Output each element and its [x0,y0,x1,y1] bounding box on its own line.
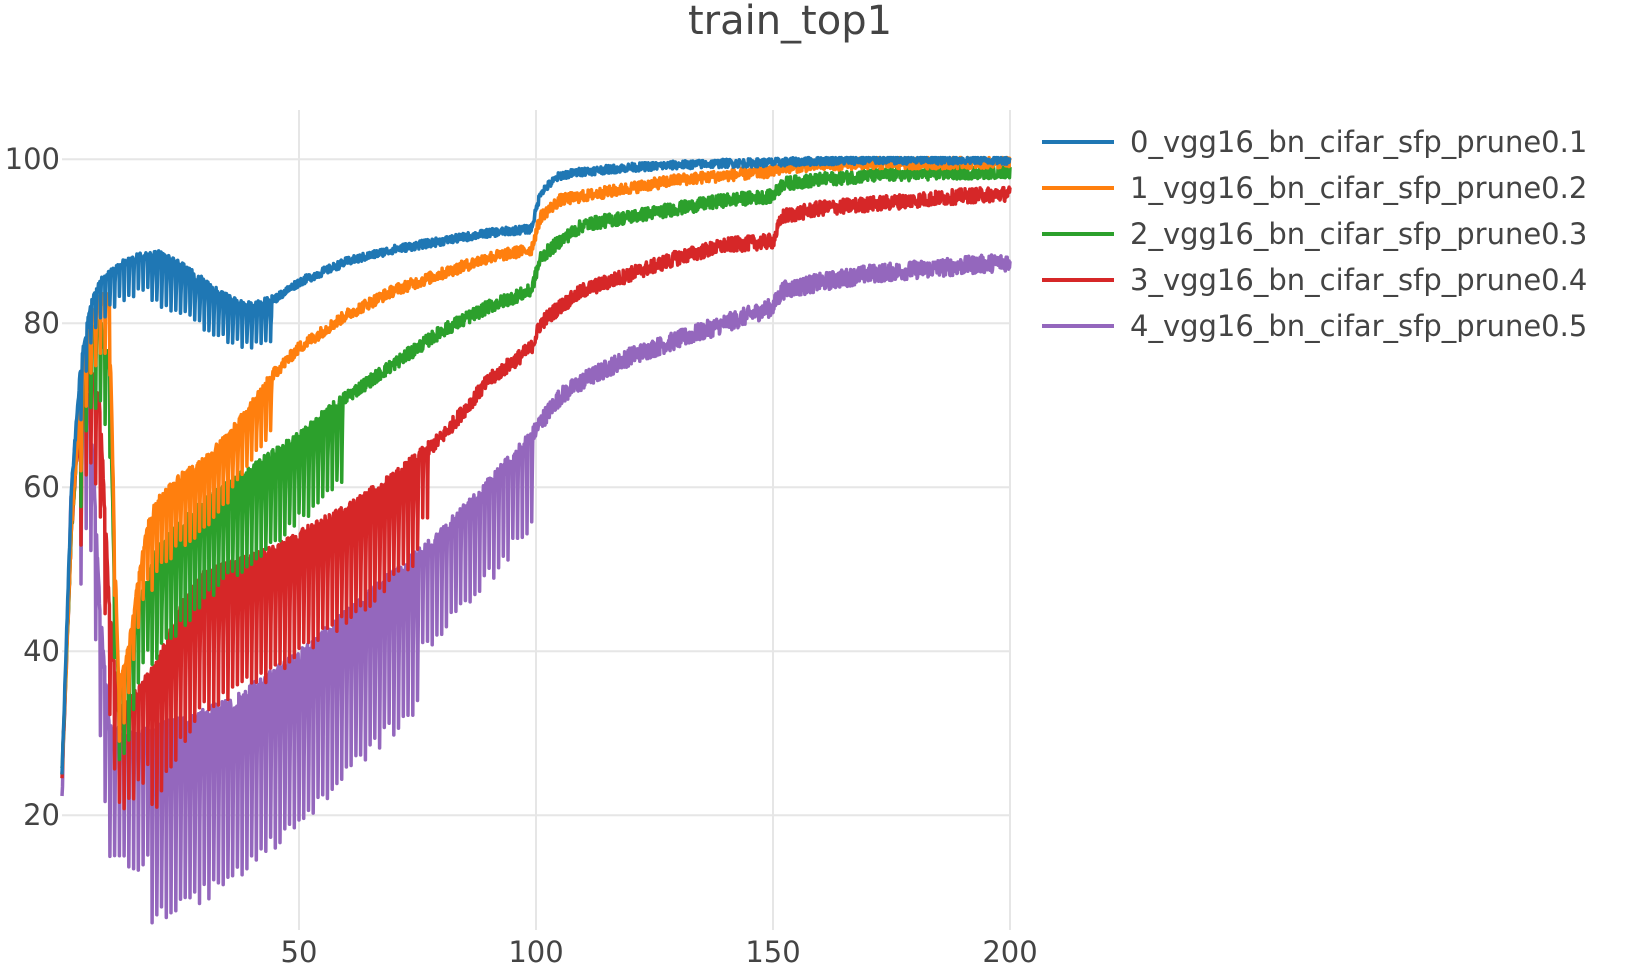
legend-item-4[interactable]: 4_vgg16_bn_cifar_sfp_prune0.5 [1042,309,1587,343]
legend-item-1[interactable]: 1_vgg16_bn_cifar_sfp_prune0.2 [1042,171,1587,205]
legend-label: 3_vgg16_bn_cifar_sfp_prune0.4 [1130,263,1587,297]
x-tick-label: 150 [745,935,800,969]
x-tick-label: 200 [982,935,1037,969]
y-axis-ticks: 20 40 60 80 100 [5,142,60,832]
legend-label: 0_vgg16_bn_cifar_sfp_prune0.1 [1130,125,1587,159]
y-tick-label: 20 [23,798,60,832]
legend-label: 1_vgg16_bn_cifar_sfp_prune0.2 [1130,171,1587,205]
x-tick-label: 50 [281,935,318,969]
y-tick-label: 100 [5,142,60,176]
legend[interactable]: 0_vgg16_bn_cifar_sfp_prune0.1 1_vgg16_bn_… [1042,125,1587,343]
legend-item-0[interactable]: 0_vgg16_bn_cifar_sfp_prune0.1 [1042,125,1587,159]
y-tick-label: 60 [23,470,60,504]
y-tick-label: 80 [23,306,60,340]
legend-label: 2_vgg16_bn_cifar_sfp_prune0.3 [1130,217,1587,251]
series-line-0 [60,155,1012,775]
legend-item-3[interactable]: 3_vgg16_bn_cifar_sfp_prune0.4 [1042,263,1587,297]
x-tick-label: 100 [508,935,563,969]
chart-title: train_top1 [688,0,892,44]
legend-item-2[interactable]: 2_vgg16_bn_cifar_sfp_prune0.3 [1042,217,1587,251]
legend-label: 4_vgg16_bn_cifar_sfp_prune0.5 [1130,309,1587,343]
y-tick-label: 40 [23,634,60,668]
series-line-4 [60,253,1012,925]
x-axis-ticks: 50 100 150 200 [281,935,1038,969]
series-layer [60,155,1012,925]
